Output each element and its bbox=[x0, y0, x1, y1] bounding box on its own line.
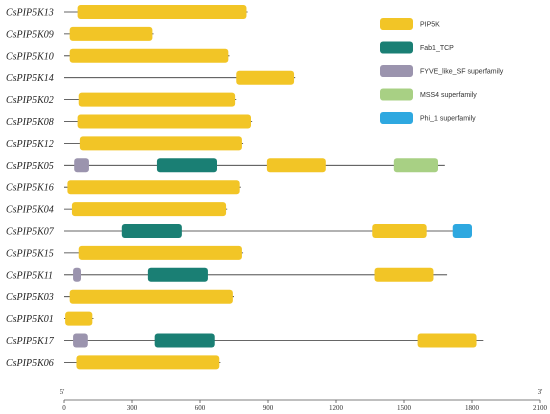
fyve-domain-box bbox=[73, 267, 81, 282]
pip5k-domain-box bbox=[77, 5, 247, 19]
gene-label: CsPIP5K15 bbox=[6, 248, 54, 259]
legend-item: Fab1_TCP bbox=[380, 41, 454, 54]
legend-label: FYVE_like_SF superfamily bbox=[420, 69, 504, 76]
pip5k-domain-box bbox=[77, 114, 251, 129]
fab1-domain-box bbox=[147, 267, 208, 282]
pip5k-domain-box bbox=[69, 289, 233, 304]
pip5k-domain-box bbox=[372, 224, 427, 238]
gene-row: CsPIP5K15 bbox=[6, 245, 244, 260]
legend-swatch bbox=[380, 88, 413, 101]
legend-label: PIP5K bbox=[420, 22, 440, 29]
legend-label: Phi_1 superfamily bbox=[420, 116, 476, 123]
gene-label: CsPIP5K12 bbox=[6, 139, 54, 150]
pip5k-domain-box bbox=[79, 136, 242, 151]
gene-label: CsPIP5K13 bbox=[6, 8, 54, 19]
gene-label: CsPIP5K16 bbox=[6, 183, 54, 194]
x-axis: 5' 3' 0 300 600 900 1200 1500 1800 2100 bbox=[60, 388, 548, 412]
gene-label: CsPIP5K09 bbox=[6, 29, 54, 40]
legend-swatch bbox=[380, 112, 413, 124]
pip5k-domain-box bbox=[67, 180, 240, 195]
gene-label: CsPIP5K11 bbox=[6, 270, 53, 281]
x-tick-label: 2100 bbox=[533, 404, 548, 412]
x-tick-label: 0 bbox=[62, 404, 66, 412]
gene-label: CsPIP5K07 bbox=[6, 227, 55, 238]
pip5k-domain-box bbox=[266, 158, 326, 173]
gene-label: CsPIP5K02 bbox=[6, 95, 54, 106]
fab1-domain-box bbox=[121, 224, 182, 238]
legend-label: Fab1_TCP bbox=[420, 45, 454, 52]
x-tick-label: 300 bbox=[127, 404, 138, 412]
gene-label: CsPIP5K03 bbox=[6, 292, 54, 303]
pip5k-domain-box bbox=[76, 355, 220, 370]
mss4-domain-box bbox=[393, 158, 438, 173]
gene-label: CsPIP5K01 bbox=[6, 314, 54, 325]
gene-label: CsPIP5K14 bbox=[6, 73, 54, 84]
gene-label: CsPIP5K08 bbox=[6, 117, 54, 128]
legend-swatch bbox=[380, 65, 413, 77]
x-tick-label: 1500 bbox=[397, 404, 412, 412]
pip5k-domain-box bbox=[65, 311, 93, 326]
phi1-domain-box bbox=[452, 224, 472, 238]
gene-row: CsPIP5K06 bbox=[6, 355, 221, 370]
fyve-domain-box bbox=[74, 158, 89, 173]
gene-label: CsPIP5K05 bbox=[6, 161, 54, 172]
pip5k-domain-box bbox=[78, 245, 242, 260]
x-tick-label: 600 bbox=[195, 404, 206, 412]
gene-row: CsPIP5K01 bbox=[6, 311, 94, 326]
x-tick-label: 900 bbox=[263, 404, 274, 412]
pip5k-domain-box bbox=[374, 267, 434, 282]
three-prime-label: 3' bbox=[538, 388, 543, 396]
legend-item: Phi_1 superfamily bbox=[380, 112, 476, 124]
fyve-domain-box bbox=[73, 333, 88, 348]
gene-label: CsPIP5K06 bbox=[6, 358, 54, 369]
gene-label: CsPIP5K04 bbox=[6, 205, 54, 216]
fab1-domain-box bbox=[156, 158, 217, 173]
legend-swatch bbox=[380, 18, 413, 30]
gene-row: CsPIP5K14 bbox=[6, 70, 296, 85]
gene-row: CsPIP5K04 bbox=[6, 202, 228, 217]
legend-item: FYVE_like_SF superfamily bbox=[380, 65, 504, 77]
gene-row: CsPIP5K16 bbox=[6, 180, 241, 195]
x-tick-label: 1800 bbox=[465, 404, 480, 412]
gene-row: CsPIP5K13 bbox=[6, 5, 248, 19]
gene-row: CsPIP5K17 bbox=[6, 333, 484, 348]
legend-label: MSS4 superfamily bbox=[420, 92, 477, 99]
gene-row: CsPIP5K11 bbox=[6, 267, 448, 282]
gene-rows: CsPIP5K13 CsPIP5K09 CsPIP5K10 CsPIP5K14 CsPI… bbox=[6, 5, 484, 370]
pip5k-domain-box bbox=[78, 92, 236, 107]
x-tick-label: 1200 bbox=[329, 404, 344, 412]
legend-item: PIP5K bbox=[380, 18, 440, 30]
pip5k-domain-box bbox=[71, 202, 227, 217]
gene-row: CsPIP5K03 bbox=[6, 289, 234, 304]
gene-row: CsPIP5K12 bbox=[6, 136, 244, 151]
legend-item: MSS4 superfamily bbox=[380, 88, 477, 101]
gene-row: CsPIP5K02 bbox=[6, 92, 237, 107]
legend-swatch bbox=[380, 41, 413, 54]
gene-row: CsPIP5K05 bbox=[6, 158, 445, 173]
gene-row: CsPIP5K10 bbox=[6, 48, 230, 63]
gene-row: CsPIP5K08 bbox=[6, 114, 253, 129]
pip5k-domain-box bbox=[417, 333, 477, 348]
gene-row: CsPIP5K09 bbox=[6, 26, 154, 41]
five-prime-label: 5' bbox=[60, 388, 65, 396]
gene-label: CsPIP5K17 bbox=[6, 336, 55, 347]
fab1-domain-box bbox=[154, 333, 215, 348]
legend: PIP5K Fab1_TCP FYVE_like_SF superfamily MSS… bbox=[380, 18, 504, 124]
gene-label: CsPIP5K10 bbox=[6, 51, 54, 62]
pip5k-domain-box bbox=[69, 26, 153, 41]
pip5k-domain-box bbox=[236, 70, 295, 85]
pip5k-domain-box bbox=[69, 48, 229, 63]
gene-row: CsPIP5K07 bbox=[6, 224, 472, 238]
